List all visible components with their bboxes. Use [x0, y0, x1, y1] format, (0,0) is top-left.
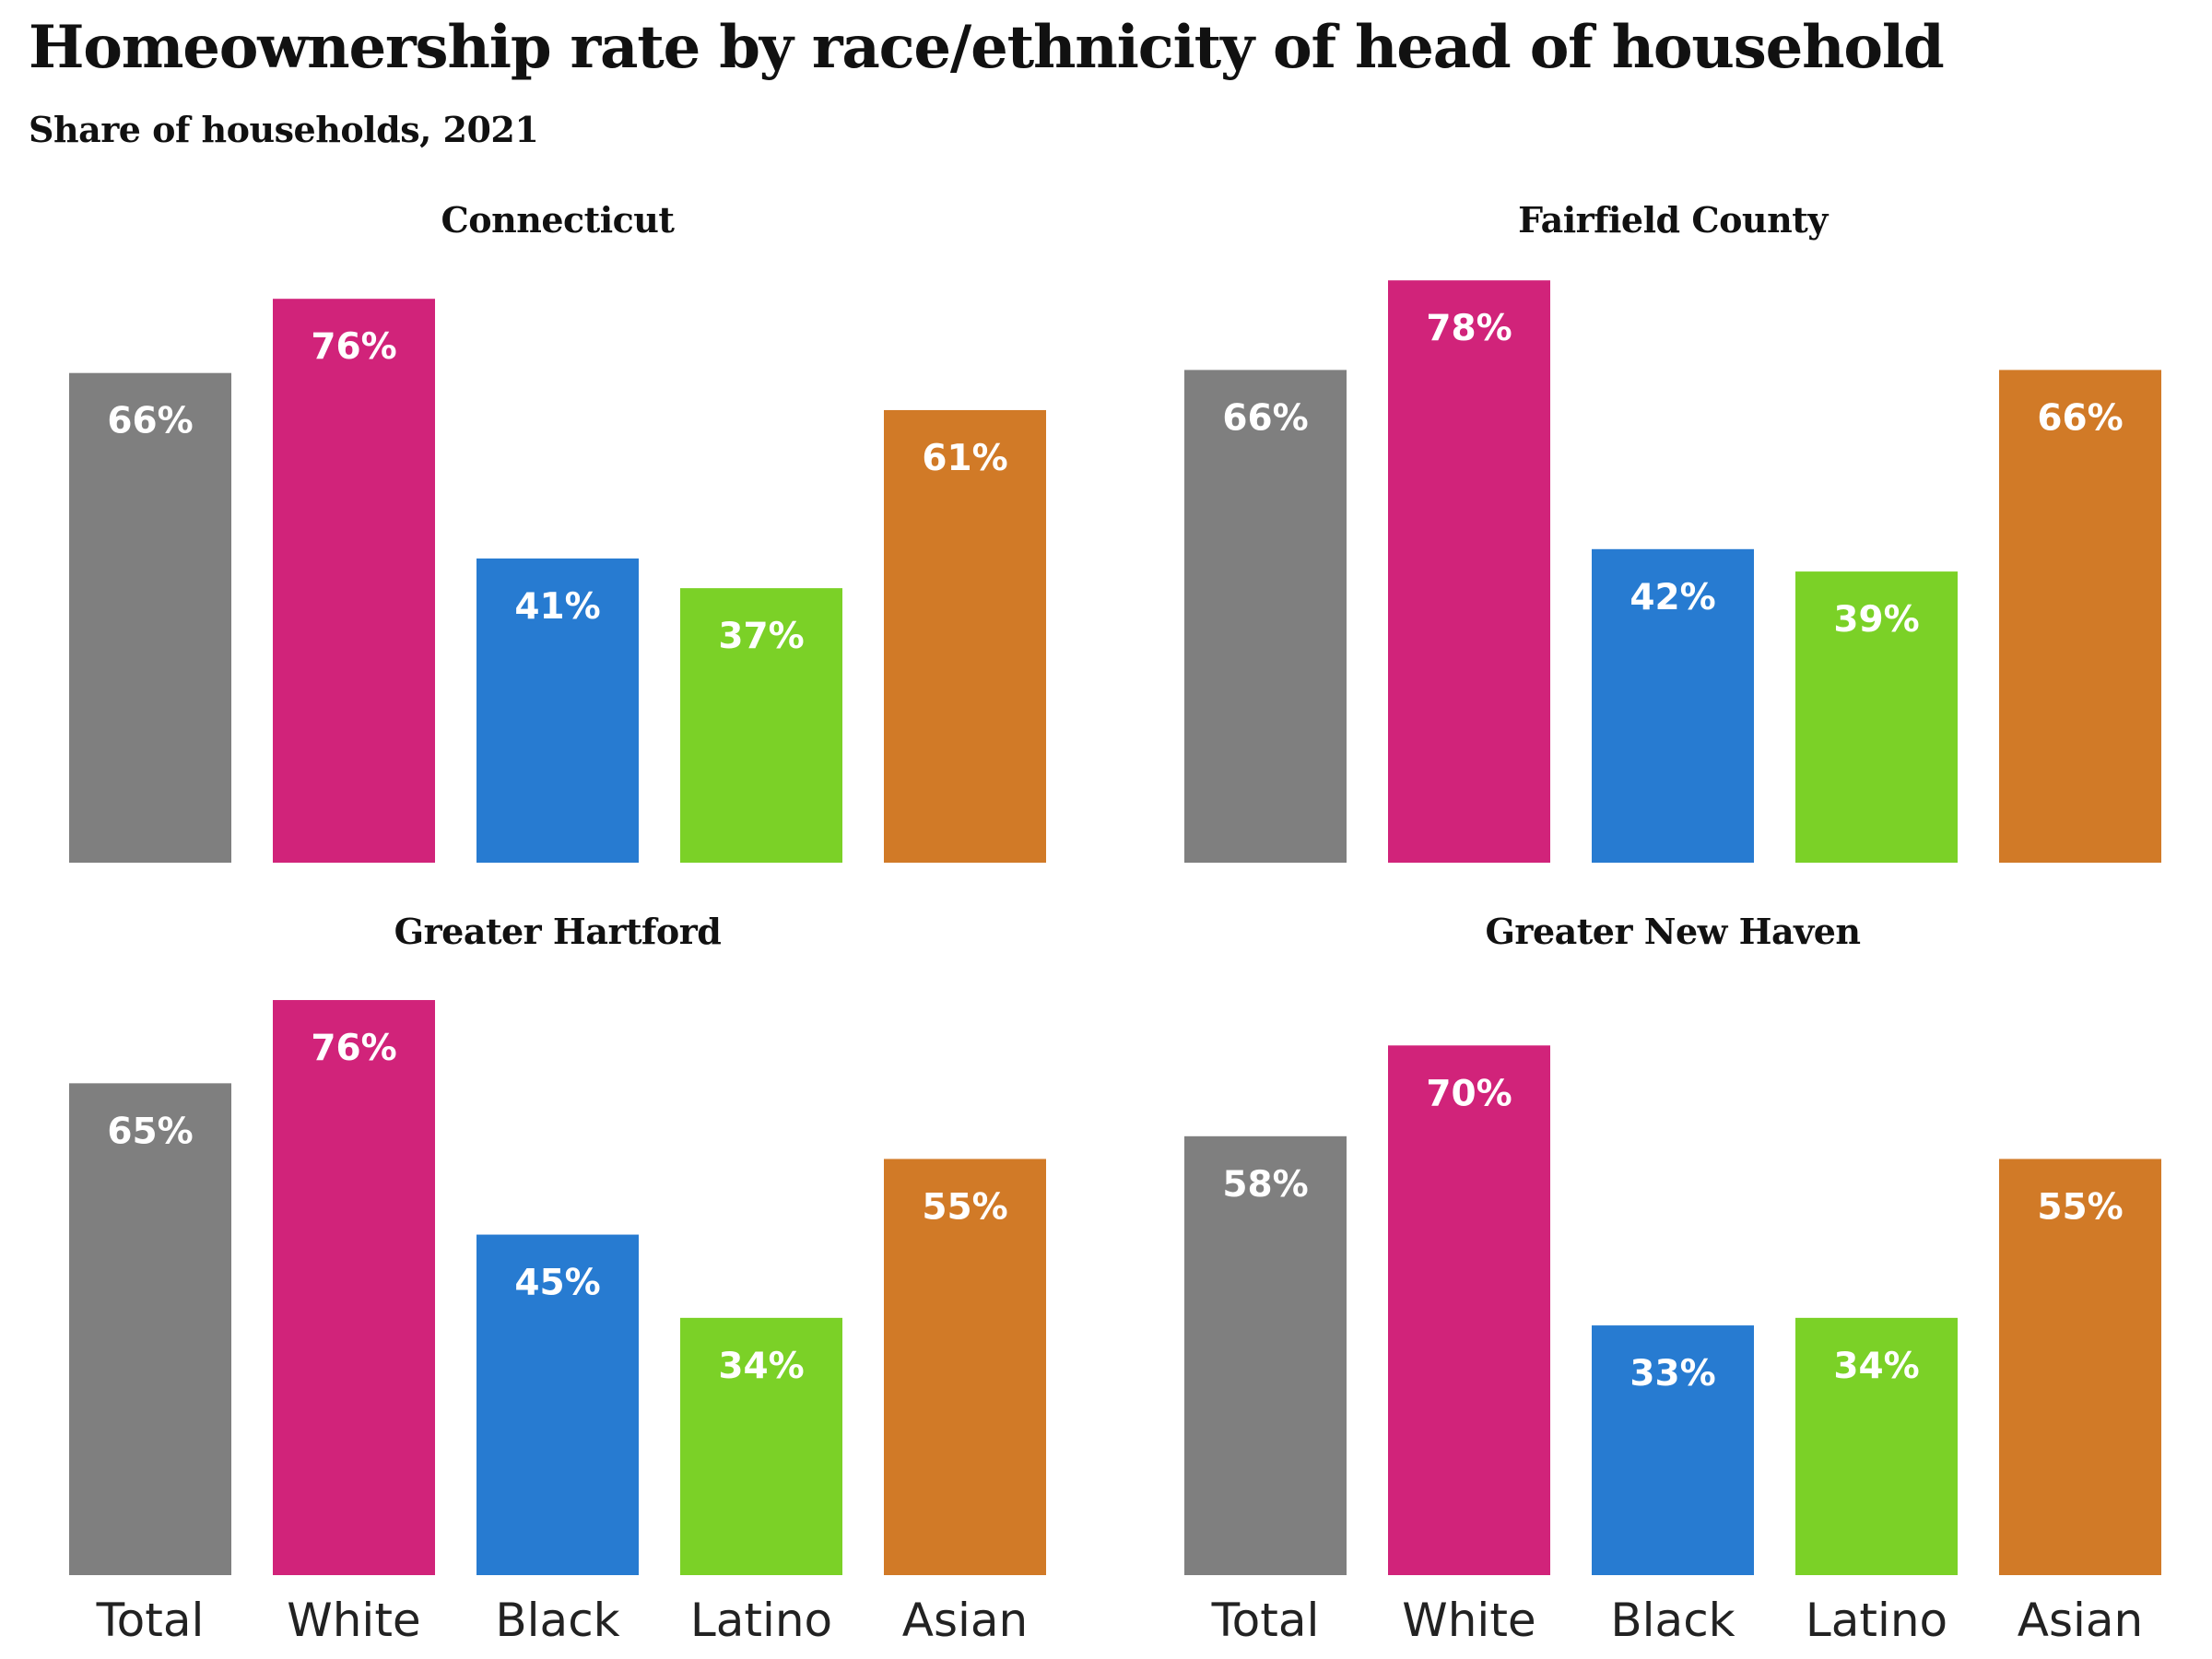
- chart-panel: Fairfield County 66% 78% 42% 39% 66%: [1184, 199, 2161, 863]
- bar-value-label: 34%: [1833, 1346, 1919, 1387]
- category-label: Latino: [1806, 1594, 1947, 1647]
- bar-asian: [884, 1159, 1046, 1575]
- bar-white: [273, 299, 435, 863]
- bar-value-label: 42%: [1630, 577, 1715, 618]
- bar-value-label: 33%: [1630, 1353, 1715, 1394]
- bar-asian: [1999, 1159, 2161, 1575]
- category-label: Latino: [690, 1594, 832, 1647]
- bar-asian: [1999, 370, 2161, 863]
- bar-black: [477, 558, 639, 863]
- bar-latino: [680, 1317, 842, 1575]
- bar-value-label: 61%: [922, 438, 1007, 479]
- bar-value-label: 45%: [514, 1263, 600, 1304]
- bar-value-label: 65%: [107, 1111, 193, 1152]
- bar-white: [1388, 1045, 1550, 1575]
- category-label: White: [1402, 1594, 1535, 1647]
- bar-value-label: 34%: [718, 1346, 804, 1387]
- bar-value-label: 58%: [1222, 1164, 1308, 1206]
- bar-black: [1592, 1325, 1754, 1575]
- category-label: Asian: [902, 1594, 1028, 1647]
- category-label: Black: [495, 1594, 619, 1647]
- bar-white: [273, 1000, 435, 1575]
- category-label: Asian: [2018, 1594, 2143, 1647]
- chart-title: Homeownership rate by race/ethnicity of …: [29, 13, 1945, 82]
- bar-total: [69, 1083, 231, 1575]
- bar-latino: [1795, 571, 1958, 863]
- bar-white: [1388, 280, 1550, 863]
- panel-title: Fairfield County: [1518, 199, 1829, 241]
- bar-asian: [884, 409, 1046, 863]
- bar-total: [1184, 370, 1347, 863]
- bar-value-label: 70%: [1426, 1073, 1512, 1114]
- bar-value-label: 66%: [107, 401, 193, 442]
- bar-value-label: 76%: [311, 1028, 396, 1069]
- category-label: White: [287, 1594, 420, 1647]
- category-label: Black: [1610, 1594, 1735, 1647]
- bar-latino: [680, 588, 842, 863]
- bar-value-label: 78%: [1426, 308, 1512, 349]
- chart-panel: Connecticut 66% 76% 41% 37% 61%: [69, 199, 1046, 863]
- chart-panel: Greater Hartford 65% Total 76% White 45% Black…: [69, 911, 1046, 1647]
- bar-value-label: 66%: [2037, 397, 2123, 439]
- category-label: Total: [1211, 1594, 1320, 1647]
- bar-total: [69, 372, 231, 863]
- bar-value-label: 37%: [718, 616, 804, 657]
- chart-panel: Greater New Haven 58% Total 70% White 33% Blac…: [1184, 911, 2161, 1647]
- bar-latino: [1795, 1317, 1958, 1575]
- panel-title: Greater Hartford: [394, 911, 722, 952]
- bar-black: [1592, 548, 1754, 863]
- bar-value-label: 39%: [1833, 599, 1919, 641]
- bar-black: [477, 1234, 639, 1575]
- category-label: Total: [96, 1594, 205, 1647]
- bar-value-label: 66%: [1222, 397, 1308, 439]
- chart-subtitle: Share of households, 2021: [29, 109, 539, 150]
- panel-title: Connecticut: [441, 199, 676, 241]
- bar-total: [1184, 1135, 1347, 1575]
- bar-value-label: 55%: [2037, 1186, 2123, 1228]
- bar-value-label: 41%: [514, 586, 600, 628]
- bar-value-label: 55%: [922, 1186, 1007, 1228]
- bar-value-label: 76%: [311, 326, 396, 368]
- panel-title: Greater New Haven: [1485, 911, 1860, 952]
